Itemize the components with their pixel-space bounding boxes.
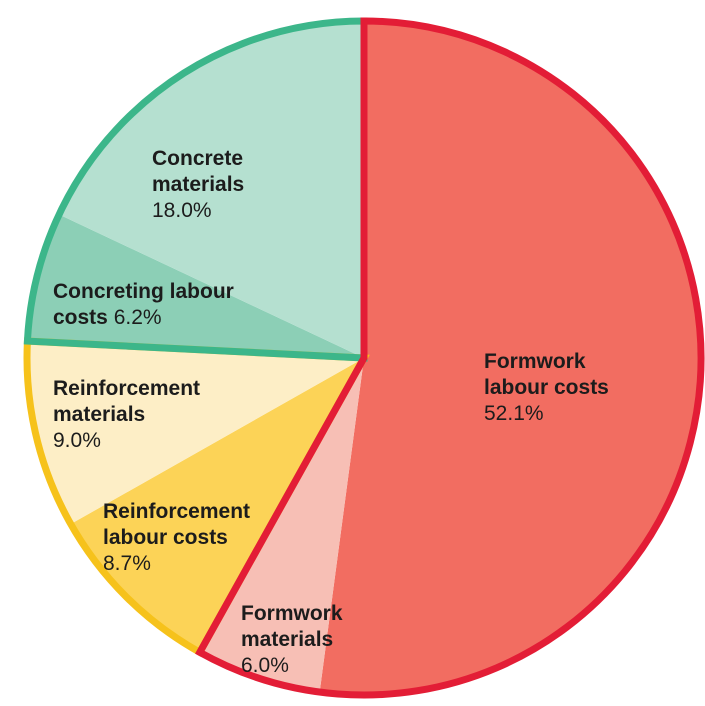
group-outlines [23, 17, 705, 699]
slice-label-formwork-materials: Formwork materials 6.0% [241, 602, 343, 677]
slice-label-line: materials [241, 628, 333, 651]
pie-slice-formwork-labour-costs [319, 21, 702, 696]
slice-label-line: costs [53, 306, 108, 329]
group-outline-concrete [23, 17, 368, 362]
slice-label-line: Reinforcement [53, 377, 200, 400]
slice-value: 8.7% [103, 552, 151, 575]
slice-label-line: labour costs [484, 376, 609, 399]
slice-value: 6.2% [108, 306, 162, 329]
slice-labels: Formwork labour costs 52.1% Formwork materia… [53, 147, 609, 677]
group-outline-formwork [195, 17, 705, 699]
slice-value: 9.0% [53, 429, 101, 452]
slice-label-line: Concrete [152, 147, 243, 170]
slice-value: 52.1% [484, 402, 544, 425]
slice-label-reinforcement-labour-costs: Reinforcement labour costs 8.7% [103, 500, 250, 575]
pie-slice-concrete-materials [59, 21, 364, 358]
slice-label-line: Formwork [484, 350, 586, 373]
slice-label-line: Reinforcement [103, 500, 250, 523]
slice-label-concrete-materials: Concrete materials 18.0% [152, 147, 244, 222]
pie-slice-reinforcement-materials [27, 341, 365, 525]
pie-slice-concreting-labour-costs [27, 214, 365, 358]
slice-label-line: materials [53, 403, 145, 426]
slice-value: 18.0% [152, 199, 212, 222]
slice-value: 6.0% [241, 654, 289, 677]
slice-label-line: labour costs [103, 526, 228, 549]
pie-slices [27, 21, 702, 696]
slice-label-line: Formwork [241, 602, 343, 625]
slice-label-line: Concreting labour [53, 280, 234, 303]
group-outline-reinforcement [23, 337, 370, 658]
slice-label-line: materials [152, 173, 244, 196]
slice-label-concreting-labour-costs: Concreting labour costs 6.2% [53, 280, 234, 329]
slice-label-formwork-labour-costs: Formwork labour costs 52.1% [484, 350, 609, 425]
slice-label-reinforcement-materials: Reinforcement materials 9.0% [53, 377, 200, 452]
pie-slice-formwork-materials [199, 358, 364, 693]
pie-slice-reinforcement-labour-costs [70, 358, 364, 653]
